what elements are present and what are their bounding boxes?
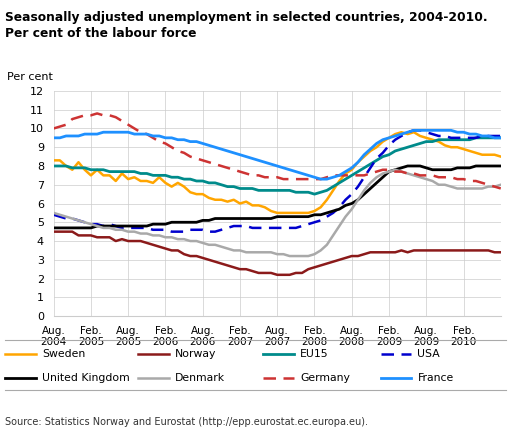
Text: Germany: Germany: [300, 372, 350, 383]
Text: Denmark: Denmark: [175, 372, 225, 383]
Text: Per cent of the labour force: Per cent of the labour force: [5, 27, 197, 40]
Text: Source: Statistics Norway and Eurostat (http://epp.eurostat.ec.europa.eu).: Source: Statistics Norway and Eurostat (…: [5, 417, 368, 427]
Text: Per cent: Per cent: [7, 72, 53, 82]
Text: United Kingdom: United Kingdom: [42, 372, 130, 383]
Text: Seasonally adjusted unemployment in selected countries, 2004-2010.: Seasonally adjusted unemployment in sele…: [5, 11, 487, 24]
Text: EU15: EU15: [300, 349, 329, 359]
Text: USA: USA: [417, 349, 440, 359]
Text: France: France: [417, 372, 454, 383]
Text: Sweden: Sweden: [42, 349, 85, 359]
Text: Norway: Norway: [175, 349, 216, 359]
